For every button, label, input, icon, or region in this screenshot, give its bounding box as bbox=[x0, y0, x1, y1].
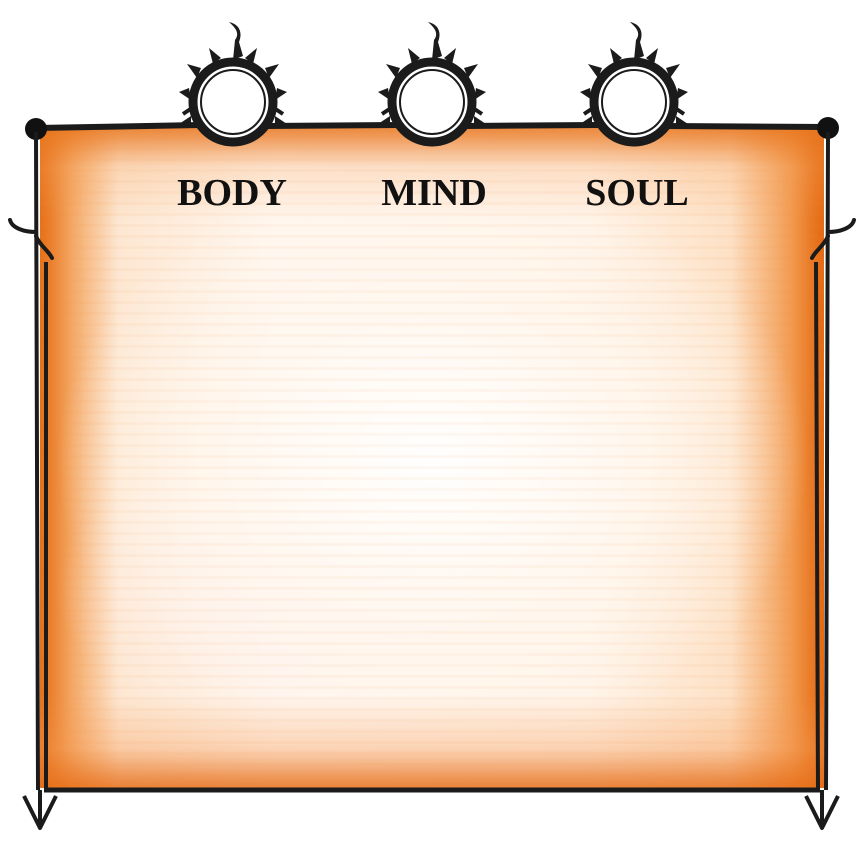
left-arrow-tip-icon bbox=[22, 790, 58, 830]
right-hook-icon bbox=[810, 218, 856, 260]
top-frame-bar bbox=[33, 122, 831, 131]
parchment-panel bbox=[40, 128, 824, 788]
right-arrow-tip-icon bbox=[804, 790, 840, 830]
body-flame-ring-icon bbox=[179, 22, 287, 147]
top-left-knob-icon bbox=[25, 118, 47, 140]
right-frame-post bbox=[814, 131, 830, 793]
left-hook-icon bbox=[8, 218, 54, 260]
left-frame-post bbox=[34, 131, 48, 792]
top-right-knob-icon bbox=[817, 117, 839, 139]
soul-flame-ring-icon bbox=[580, 22, 688, 147]
mind-flame-ring-icon bbox=[378, 22, 486, 147]
stat-label-body: BODY bbox=[177, 172, 287, 214]
stat-label-soul: SOUL bbox=[585, 172, 689, 214]
stat-label-mind: MIND bbox=[381, 172, 487, 214]
